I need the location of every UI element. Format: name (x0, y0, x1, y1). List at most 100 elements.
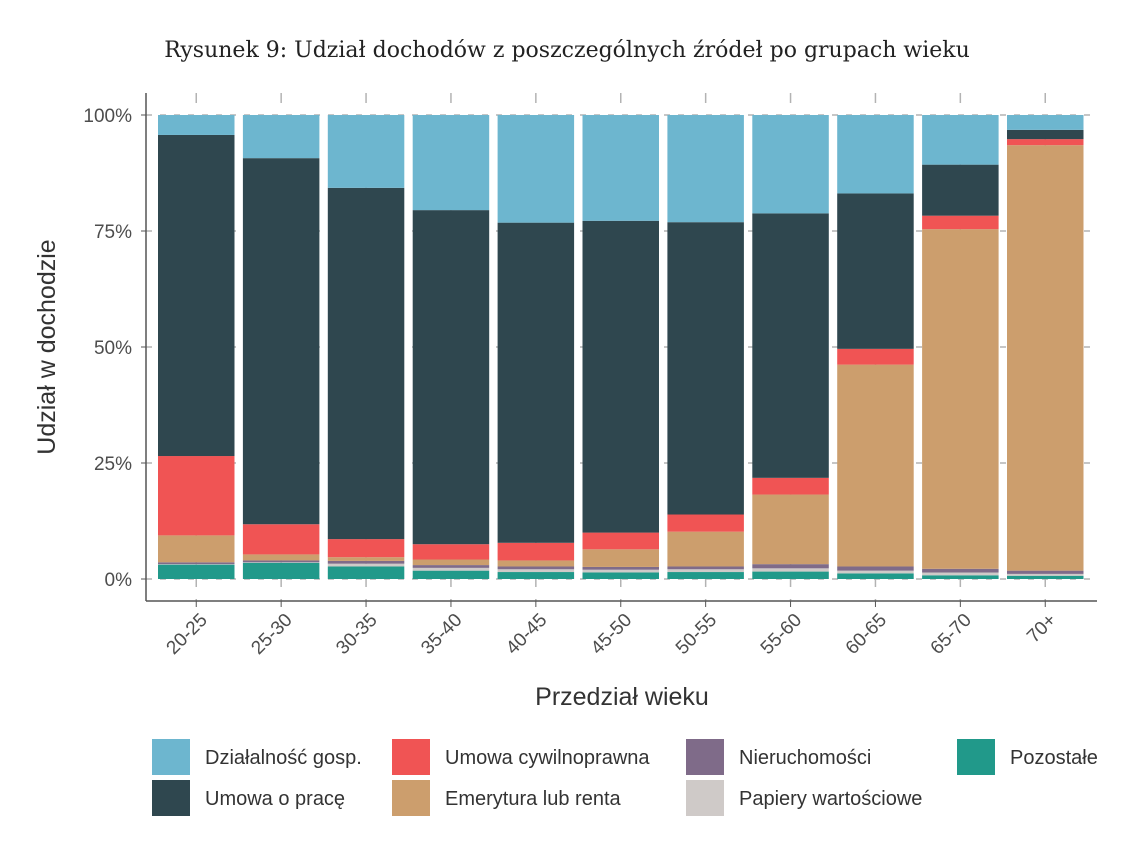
legend-item: Papiery wartościowe (686, 780, 922, 816)
x-tick-label: 50-55 (672, 610, 721, 659)
bar-segment-nieruchomości-25-30 (242, 560, 320, 563)
bar-segment-umowa-o-pracę-20-25 (158, 134, 235, 457)
bar-segment-umowa-o-pracę-55-60 (752, 213, 829, 478)
bar-segment-działalność-gosp--70+ (1007, 115, 1084, 130)
bar-segment-działalność-gosp--50-55 (667, 115, 744, 223)
bar-segment-emerytura-lub-renta-50-55 (667, 531, 744, 567)
x-tick-label: 65-70 (927, 610, 976, 659)
bar-segment-pozostałe-35-40 (412, 570, 490, 579)
bar-segment-pozostałe-45-50 (582, 572, 659, 579)
legend-label: Papiery wartościowe (739, 788, 922, 810)
bar-segment-emerytura-lub-renta-60-65 (837, 364, 914, 567)
bar-segment-nieruchomości-45-50 (582, 566, 659, 570)
bar-segment-nieruchomości-60-65 (837, 566, 914, 571)
bar-segment-pozostałe-30-35 (327, 566, 405, 579)
bar-segment-nieruchomości-70+ (1007, 570, 1084, 574)
bar-segment-pozostałe-50-55 (667, 572, 744, 579)
bar-segment-emerytura-lub-renta-35-40 (412, 559, 490, 566)
bar-segment-umowa-cywilnoprawna-25-30 (242, 524, 320, 555)
bar-segment-działalność-gosp--60-65 (837, 115, 914, 194)
x-tick-label: 35-40 (417, 610, 466, 659)
bar-segment-emerytura-lub-renta-40-45 (497, 560, 575, 567)
bar-segment-nieruchomości-55-60 (752, 564, 829, 569)
legend-item: Pozostałe (957, 739, 1098, 775)
bar-segment-działalność-gosp--45-50 (582, 115, 659, 221)
x-tick-label: 60-65 (842, 610, 891, 659)
bar-segment-umowa-o-pracę-50-55 (667, 222, 744, 515)
bar-segment-emerytura-lub-renta-20-25 (158, 535, 235, 563)
bar-segment-umowa-o-pracę-45-50 (582, 220, 659, 533)
legend-label: Nieruchomości (739, 747, 871, 769)
bar-segment-papiery-wartościowe-60-65 (837, 570, 914, 574)
legend-label: Pozostałe (1010, 747, 1098, 769)
bar-segment-umowa-cywilnoprawna-60-65 (837, 348, 914, 365)
bar-segment-papiery-wartościowe-35-40 (412, 567, 490, 571)
legend-item: Umowa o pracę (152, 780, 345, 816)
legend-swatch (392, 739, 430, 775)
x-axis-title: Przedział wieku (535, 683, 709, 711)
legend-item: Umowa cywilnoprawna (392, 739, 650, 775)
bar-segment-umowa-o-pracę-30-35 (327, 187, 405, 540)
bar-segment-nieruchomości-20-25 (158, 562, 235, 565)
bar-segment-umowa-cywilnoprawna-45-50 (582, 532, 659, 550)
bar-segment-emerytura-lub-renta-65-70 (922, 229, 999, 569)
bar-segment-działalność-gosp--65-70 (922, 115, 999, 165)
bar-segment-pozostałe-40-45 (497, 572, 575, 579)
bar-segment-pozostałe-70+ (1007, 575, 1084, 579)
y-tick-label: 0% (105, 570, 133, 591)
bar-segment-umowa-o-pracę-60-65 (837, 193, 914, 349)
bar-segment-działalność-gosp--40-45 (497, 115, 575, 223)
y-tick-label: 75% (94, 222, 132, 243)
x-tick-label: 70+ (1023, 610, 1061, 648)
legend-item: Emerytura lub renta (392, 780, 622, 816)
x-tick-label: 25-30 (247, 610, 296, 659)
bar-segment-pozostałe-20-25 (158, 564, 235, 579)
x-tick-label: 30-35 (332, 610, 381, 659)
bar-segment-pozostałe-60-65 (837, 573, 914, 579)
bar-segment-papiery-wartościowe-70+ (1007, 573, 1084, 576)
legend-swatch (152, 780, 190, 816)
legend-swatch (957, 739, 995, 775)
legend-swatch (392, 780, 430, 816)
bar-segment-nieruchomości-30-35 (327, 560, 405, 564)
bar-segment-emerytura-lub-renta-45-50 (582, 549, 659, 567)
bar-segment-nieruchomości-40-45 (497, 566, 575, 570)
bar-segment-działalność-gosp--35-40 (412, 115, 490, 211)
bar-segment-umowa-o-pracę-65-70 (922, 164, 999, 216)
legend-label: Umowa cywilnoprawna (445, 747, 650, 769)
legend-item: Działalność gosp. (152, 739, 362, 775)
y-axis-title: Udział w dochodzie (33, 239, 61, 454)
bar-segment-umowa-cywilnoprawna-30-35 (327, 539, 405, 558)
bar-segment-pozostałe-55-60 (752, 571, 829, 579)
bar-segment-umowa-o-pracę-35-40 (412, 210, 490, 545)
bar-segment-papiery-wartościowe-45-50 (582, 569, 659, 573)
bar-segment-nieruchomości-35-40 (412, 565, 490, 568)
chart-title: Rysunek 9: Udział dochodów z poszczególn… (164, 38, 970, 63)
bar-segment-papiery-wartościowe-55-60 (752, 568, 829, 572)
y-tick-label: 25% (94, 454, 132, 475)
bar-segment-umowa-o-pracę-25-30 (242, 158, 320, 525)
x-tick-label: 55-60 (757, 610, 806, 659)
bar-segment-umowa-o-pracę-70+ (1007, 129, 1084, 140)
bar-segment-emerytura-lub-renta-25-30 (242, 554, 320, 561)
legend: Działalność gosp. Umowa o pracę Umowa cywi… (152, 739, 1098, 816)
bar-segment-papiery-wartościowe-50-55 (667, 569, 744, 573)
bar-segment-umowa-cywilnoprawna-50-55 (667, 514, 744, 532)
bar-segment-emerytura-lub-renta-55-60 (752, 494, 829, 565)
bars (158, 115, 1084, 579)
y-tick-label: 100% (83, 106, 132, 127)
bar-segment-pozostałe-25-30 (242, 562, 320, 579)
bar-segment-umowa-cywilnoprawna-55-60 (752, 477, 829, 495)
legend-swatch (686, 780, 724, 816)
x-tick-label: 45-50 (587, 610, 636, 659)
bar-segment-umowa-o-pracę-40-45 (497, 222, 575, 543)
bar-segment-umowa-cywilnoprawna-35-40 (412, 544, 490, 560)
x-tick-label: 20-25 (163, 610, 212, 659)
bar-segment-działalność-gosp--20-25 (158, 115, 235, 135)
bar-segment-działalność-gosp--25-30 (242, 115, 320, 159)
x-tick-label: 40-45 (502, 610, 551, 659)
legend-label: Działalność gosp. (205, 747, 362, 769)
bar-segment-umowa-cywilnoprawna-65-70 (922, 215, 999, 230)
bar-segment-działalność-gosp--55-60 (752, 115, 829, 214)
